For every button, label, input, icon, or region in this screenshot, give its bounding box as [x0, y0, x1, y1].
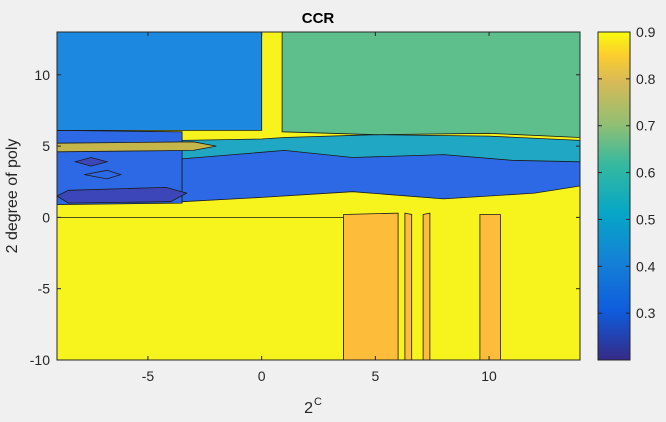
contour-region	[84, 169, 123, 180]
x-axis-label-superscript: C	[314, 396, 322, 408]
colorbar-tick-label: 0.4	[636, 258, 656, 274]
colorbar-ticks: 0.3 0.4 0.5 0.6 0.7 0.8 0.9	[598, 24, 656, 321]
colorbar-gradient	[597, 31, 631, 361]
colorbar-tick-label: 0.9	[636, 24, 656, 40]
contour-region	[404, 212, 413, 360]
colorbar-tick-label: 0.8	[636, 71, 656, 87]
x-tick-label: 10	[481, 368, 497, 384]
colorbar-tick-label: 0.6	[636, 165, 656, 181]
contour-region	[181, 149, 580, 203]
x-axis-label-base: 2	[304, 400, 313, 417]
y-tick-label: -10	[30, 352, 50, 368]
colorbar-tick-label: 0.5	[636, 211, 656, 227]
plot-area: -5 0 5 10 -10 -5 0 5 10	[30, 31, 581, 384]
y-tick-label: 0	[42, 209, 50, 225]
contour-region	[343, 212, 399, 360]
chart-title: CCR	[302, 10, 335, 27]
x-axis-label: 2 C	[304, 396, 322, 417]
colorbar: 0.3 0.4 0.5 0.6 0.7 0.8 0.9	[597, 24, 656, 361]
x-tick-label: 5	[371, 368, 379, 384]
colorbar-tick-label: 0.3	[636, 305, 656, 321]
y-tick-label: 5	[42, 138, 50, 154]
contour-region	[57, 216, 344, 360]
contour-region	[422, 212, 431, 360]
contour-region	[479, 214, 501, 360]
contour-region	[73, 157, 109, 167]
contour-region	[57, 32, 263, 131]
x-ticks: -5 0 5 10	[142, 32, 497, 384]
y-tick-label: 10	[34, 67, 50, 83]
y-tick-label: -5	[38, 281, 51, 297]
x-tick-label: 0	[258, 368, 266, 384]
y-axis-label: 2 degree of poly	[4, 139, 21, 254]
y-ticks: -10 -5 0 5 10	[30, 67, 580, 368]
colorbar-tick-label: 0.7	[636, 118, 656, 134]
contour-region	[57, 186, 188, 204]
x-tick-label: -5	[142, 368, 155, 384]
contour-region	[57, 141, 217, 153]
contour-region	[281, 32, 580, 138]
plot-frame	[56, 31, 581, 361]
contour-regions	[57, 32, 580, 360]
